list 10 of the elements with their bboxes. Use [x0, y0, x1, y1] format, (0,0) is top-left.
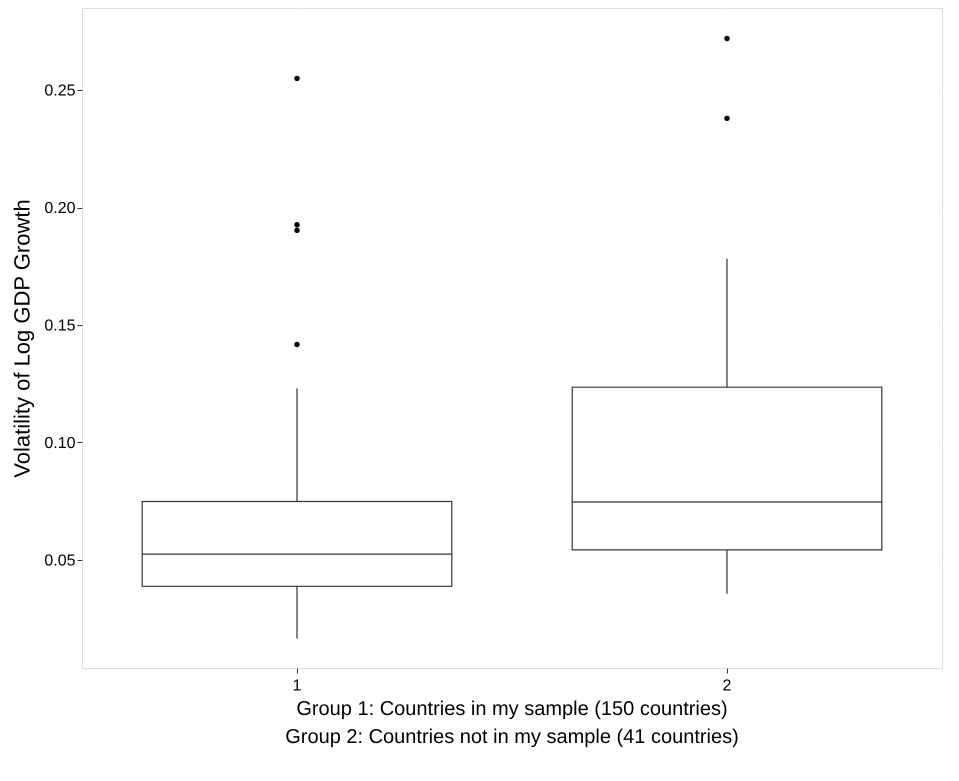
y-tick-label: 0.05: [44, 552, 76, 570]
x-tick-label: 1: [292, 678, 302, 694]
y-tick-label: 0.25: [44, 82, 76, 100]
y-tick-label: 0.15: [44, 317, 76, 334]
y-axis-title: Volatility of Log GDP Growth: [9, 199, 34, 478]
text: Group 2: Countries not in my sample (41 countries): [285, 726, 739, 748]
text: Group 1: Countries in my sample (150 countries): [296, 698, 728, 720]
y-tick-label: 0.20: [44, 200, 76, 218]
y-tick-label: 0.10: [44, 434, 76, 452]
x-tick-label: 2: [722, 678, 732, 694]
